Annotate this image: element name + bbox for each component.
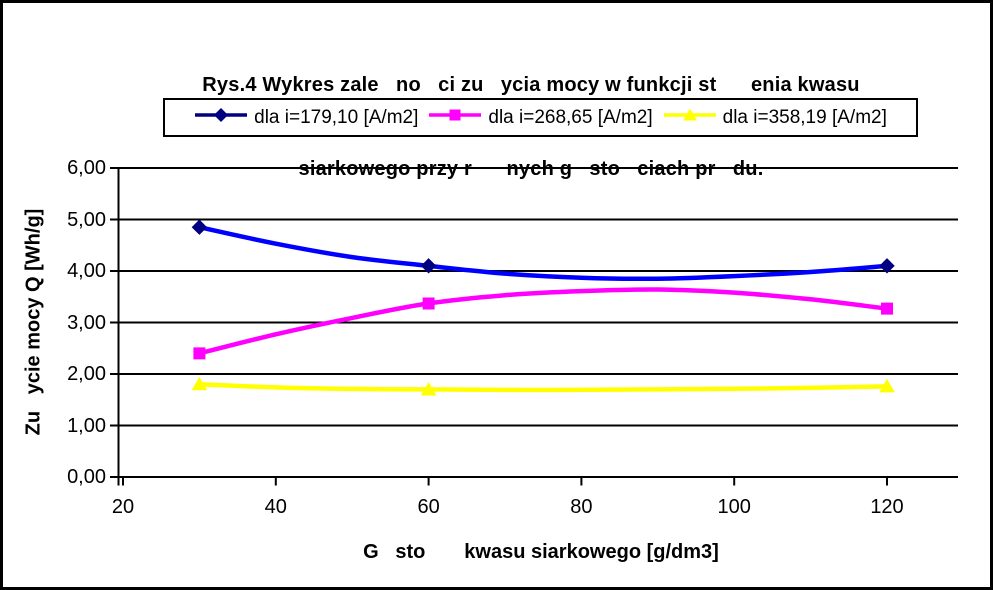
legend-item-series1: dla i=179,10 [A/m2]: [194, 106, 418, 129]
legend-label-series2: dla i=268,65 [A/m2]: [488, 106, 653, 128]
x-tick-label-120: 120: [870, 496, 904, 518]
x-tick-label-100: 100: [717, 496, 751, 518]
legend-sample-svg: [429, 109, 482, 121]
legend-label-series1: dla i=179,10 [A/m2]: [254, 106, 419, 128]
legend-item-series2: dla i=268,65 [A/m2]: [428, 106, 653, 129]
series-1-marker-square-120: [881, 302, 893, 315]
legend: dla i=179,10 [A/m2] dla i=268,65 [A/m2] …: [163, 98, 918, 137]
chart-title-line1: Rys.4 Wykres zale no ci zu ycia mocy w f…: [202, 74, 860, 96]
y-tick-label-0,00: 0,00: [67, 466, 106, 488]
x-axis-title: G sto kwasu siarkowego [g/dm3]: [363, 541, 719, 563]
series-0-marker-diamond-120: [879, 258, 895, 274]
series-2-marker-triangle-30: [191, 376, 208, 391]
series-line-2: [197, 382, 890, 393]
series-2-marker-triangle-60: [420, 381, 437, 396]
chart-title: Rys.4 Wykres zale no ci zu ycia mocy w f…: [100, 15, 962, 239]
legend-item-series3: dla i=358,19 [A/m2]: [663, 106, 887, 129]
chart-title-line2: siarkowego przy r nych g sto ciach pr du…: [298, 158, 764, 180]
x-tick-label-20: 20: [111, 496, 135, 518]
x-tick-label-60: 60: [417, 496, 440, 518]
legend-sample-svg: [663, 108, 716, 121]
series-line-1: [197, 287, 890, 356]
y-tick-label-4,00: 4,00: [67, 260, 106, 282]
y-tick-label-3,00: 3,00: [67, 311, 106, 334]
series-1-marker-square-60: [422, 297, 435, 310]
legend-label-series3: dla i=358,19 [A/m2]: [722, 106, 887, 128]
y-tick-label-1,00: 1,00: [67, 414, 106, 437]
triangle-marker-icon: [663, 106, 717, 129]
square-marker-icon: [428, 106, 482, 129]
series-0-marker-diamond-60: [420, 258, 437, 274]
y-tick-label-5,00: 5,00: [67, 208, 106, 231]
diamond-marker-icon: [194, 106, 248, 129]
y-tick-label-6,00: 6,00: [67, 157, 106, 179]
series-0-marker-diamond-30: [191, 219, 208, 235]
legend-sample-svg: [195, 108, 248, 122]
x-tick-label-80: 80: [570, 496, 593, 518]
x-tick-label-40: 40: [264, 496, 287, 518]
series-1-marker-square-30: [193, 347, 206, 360]
series-2-marker-triangle-120: [879, 378, 895, 393]
series-line-0: [197, 224, 890, 282]
y-tick-label-2,00: 2,00: [67, 363, 106, 385]
